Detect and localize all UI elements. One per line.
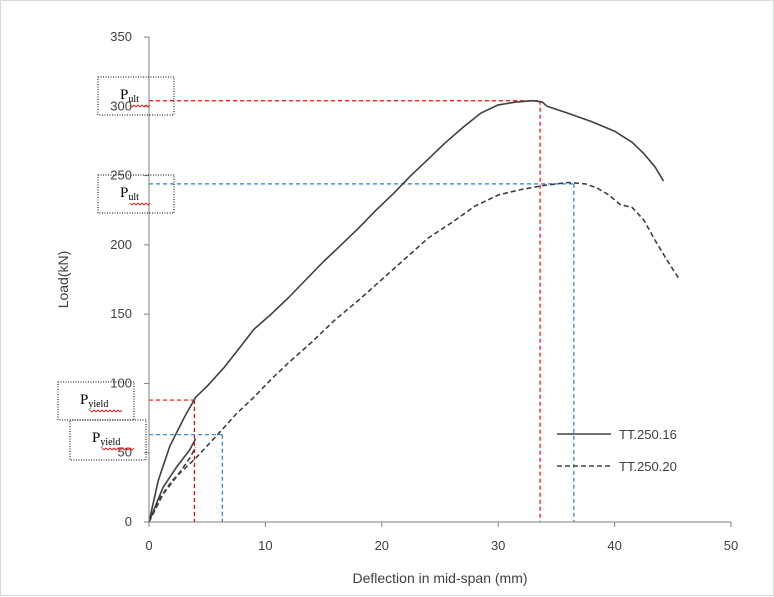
annotation-label: Pyield [80, 392, 108, 410]
squiggle-underline [129, 104, 151, 108]
annotation-label: Pult [120, 87, 139, 105]
annotation-p-ult-0: Pult [97, 76, 175, 116]
y-tick-label: 300 [110, 98, 132, 113]
squiggle-underline [129, 202, 151, 206]
series-initial-2-line [148, 438, 197, 523]
legend: TT.250.16 TT.250.20 [557, 427, 677, 474]
annotation-box [69, 419, 147, 461]
annotation-p-yield-2: Pyield [57, 381, 135, 421]
annotation-box [97, 174, 175, 214]
annotations: Pult Pult Pyield Pyield [57, 76, 175, 461]
x-tick-label: 20 [375, 538, 389, 553]
legend-label-tt-250-20: TT.250.20 [619, 459, 677, 474]
annotation-p-yield-3: Pyield [69, 419, 147, 461]
annotation-p-ult-1: Pult [97, 174, 175, 214]
y-tick-label: 0 [125, 514, 132, 529]
x-tick-label: 0 [145, 538, 152, 553]
series-layer [148, 99, 680, 523]
annotation-box [57, 381, 135, 421]
annotation-label: Pyield [92, 430, 120, 448]
y-axis-title: Load(kN) [55, 251, 71, 309]
series-tt-250-16-line [148, 99, 665, 523]
y-tick-label: 350 [110, 29, 132, 44]
annotation-box [97, 76, 175, 116]
x-tick-label: 10 [258, 538, 272, 553]
x-axis-title: Deflection in mid-span (mm) [352, 570, 527, 586]
y-tick-label: 100 [110, 375, 132, 390]
reference-lines [149, 100, 575, 522]
annotation-label: Pult [120, 185, 139, 203]
x-tick-label: 40 [607, 538, 621, 553]
axes [148, 37, 731, 523]
y-tick-label: 200 [110, 237, 132, 252]
x-tick-label: 30 [491, 538, 505, 553]
legend-label-tt-250-16: TT.250.16 [619, 427, 677, 442]
squiggle-underline [89, 409, 123, 413]
x-tick-label: 50 [724, 538, 738, 553]
squiggle-underline [101, 447, 135, 451]
series-initial-3-line [148, 446, 197, 523]
series-tt-250-20-line [148, 181, 680, 523]
y-tick-label: 150 [110, 306, 132, 321]
